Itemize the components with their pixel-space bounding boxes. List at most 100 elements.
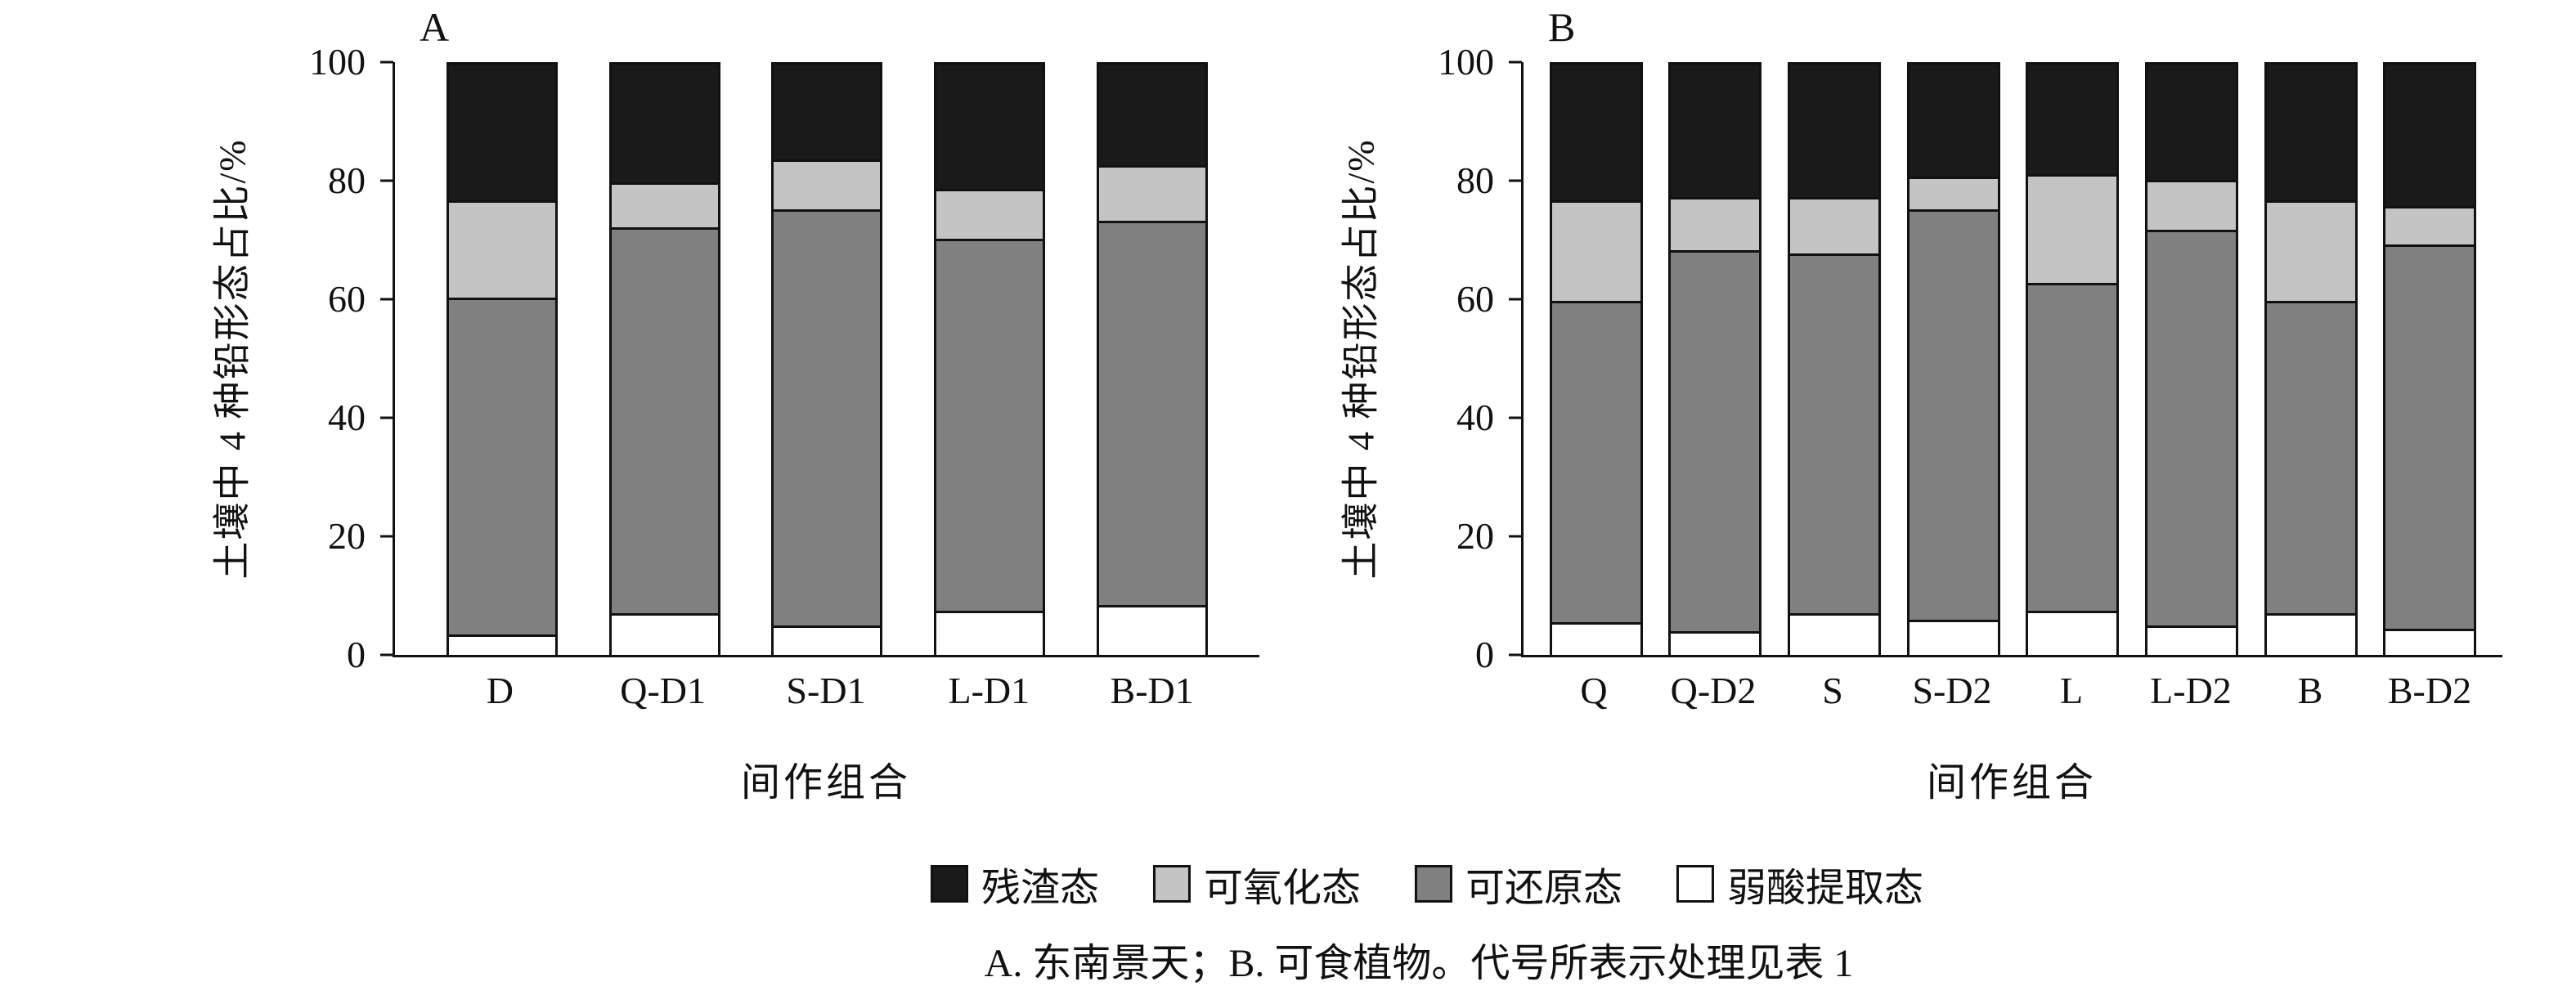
stacked-bar-B-D2	[2383, 62, 2477, 655]
bar-segment	[1789, 197, 1878, 254]
y-tick-label: 100	[309, 41, 366, 83]
bar-segment	[2385, 244, 2475, 629]
figure-caption: A. 东南景天；B. 可食植物。代号所表示处理见表 1	[984, 942, 1854, 985]
bar-segment	[774, 208, 881, 625]
stacked-bar-L-D1	[934, 62, 1046, 655]
y-axis-title-a: 土壤中 4 种铅形态占比/%	[200, 62, 259, 655]
bar-segment	[2028, 65, 2117, 174]
bar-segment	[2147, 179, 2236, 231]
y-tick-mark	[380, 653, 393, 657]
bar-segment	[1099, 221, 1206, 605]
y-axis-title-text-a: 土壤中 4 种铅形态占比/%	[212, 137, 254, 580]
legend-item: 弱酸提取态	[1676, 855, 1923, 912]
x-category-label: L-D1	[948, 670, 1030, 711]
y-tick-label: 20	[1456, 515, 1494, 557]
bar-segment	[2385, 206, 2475, 245]
bar-segment	[611, 613, 718, 655]
y-tick-mark	[380, 298, 393, 301]
bar-segment	[1099, 164, 1206, 222]
bar-segment	[611, 226, 718, 614]
y-tick-label: 60	[328, 278, 366, 320]
bar-segment	[611, 65, 718, 183]
bar-segment	[448, 65, 555, 201]
legend-label: 残渣态	[981, 867, 1099, 910]
stacked-bar-D	[446, 62, 558, 655]
stacked-bar-S	[1787, 62, 1881, 655]
x-category-label: D	[486, 670, 514, 711]
x-category-label: B-D2	[2387, 670, 2472, 711]
bar-segment	[1909, 208, 1998, 620]
legend-label: 可还原态	[1465, 867, 1623, 910]
y-tick-label: 80	[1456, 159, 1494, 201]
y-tick-label: 0	[1475, 634, 1494, 675]
bar-segment	[2266, 300, 2355, 614]
legend-swatch	[1152, 865, 1191, 903]
bar-segment	[2266, 613, 2355, 655]
bar-segment	[774, 159, 881, 209]
bar-segment	[448, 298, 555, 634]
y-tick-mark	[1509, 61, 1522, 64]
bar-segment	[1671, 197, 1760, 251]
bar-segment	[448, 200, 555, 298]
y-tick-label: 80	[328, 159, 366, 201]
y-tick-mark	[1509, 653, 1522, 657]
bar-segment	[2028, 173, 2117, 284]
bar-segment	[448, 634, 555, 655]
bar-segment	[611, 182, 718, 227]
y-tick-mark	[1509, 298, 1522, 301]
chart-panel-a: A 土壤中 4 种铅形态占比/% 0 20 40 60 80 100 D Q-D1 S-D1 L…	[212, 7, 1259, 807]
y-tick-mark	[1509, 179, 1522, 182]
stacked-bar-Q-D2	[1668, 62, 1762, 655]
bar-segment	[1789, 613, 1878, 655]
legend-swatch	[930, 865, 968, 903]
bar-segment	[2266, 200, 2355, 301]
bar-segment	[1551, 300, 1640, 623]
bars-b	[1524, 62, 2502, 655]
bar-segment	[936, 188, 1043, 239]
stacked-bar-S-D1	[771, 62, 883, 655]
y-axis-title-text-b: 土壤中 4 种铅形态占比/%	[1340, 137, 1383, 580]
plot-area-b: B 土壤中 4 种铅形态占比/% 0 20 40 60 80 100	[1340, 7, 2502, 674]
legend-label: 弱酸提取态	[1727, 867, 1924, 910]
panel-letter-b: B	[1548, 4, 1576, 50]
x-category-label: S-D2	[1912, 670, 1992, 711]
x-category-label: L-D2	[2150, 670, 2232, 711]
y-tick-label: 60	[1456, 278, 1494, 320]
y-tick-mark	[380, 416, 393, 419]
x-axis-title-a: 间作组合	[740, 760, 911, 805]
bar-segment	[1099, 65, 1206, 165]
bar-segment	[2266, 65, 2355, 201]
bar-segment	[1671, 631, 1760, 655]
y-tick-label: 20	[328, 515, 366, 557]
legend-item: 残渣态	[930, 855, 1099, 912]
stacked-bar-L	[2026, 62, 2120, 655]
bar-segment	[2385, 628, 2475, 655]
stacked-bar-B	[2264, 62, 2358, 655]
y-tick-mark	[1509, 535, 1522, 538]
x-category-labels-a: D Q-D1 S-D1 L-D1 B-D1	[393, 670, 1259, 712]
legend-item: 可氧化态	[1152, 855, 1361, 912]
plot-area-a: A 土壤中 4 种铅形态占比/% 0 20 40 60 80 100	[212, 7, 1259, 674]
y-tick-label: 100	[1438, 41, 1494, 83]
stacked-bar-Q	[1549, 62, 1643, 655]
x-category-label: S-D1	[786, 670, 866, 711]
bar-segment	[1671, 250, 1760, 632]
bar-segment	[1671, 65, 1760, 198]
stacked-bar-S-D2	[1906, 62, 2000, 655]
bar-segment	[1551, 200, 1640, 301]
x-category-label: B-D1	[1110, 670, 1194, 711]
stacked-bar-B-D1	[1097, 62, 1209, 655]
bar-segment	[2385, 65, 2475, 207]
x-category-label: L	[2059, 670, 2084, 711]
bar-segment	[1099, 604, 1206, 655]
legend-label: 可氧化态	[1203, 867, 1361, 910]
bar-segment	[1789, 65, 1878, 198]
bar-segment	[2147, 625, 2236, 655]
y-tick-mark	[380, 179, 393, 182]
bar-segment	[2028, 610, 2117, 655]
bar-segment	[936, 239, 1043, 611]
x-category-labels-b: Q Q-D2 S S-D2 L L-D2 B B-D2	[1521, 670, 2502, 712]
x-category-label: Q-D2	[1670, 670, 1757, 711]
bar-segment	[936, 610, 1043, 655]
x-category-label: Q-D1	[620, 670, 707, 711]
